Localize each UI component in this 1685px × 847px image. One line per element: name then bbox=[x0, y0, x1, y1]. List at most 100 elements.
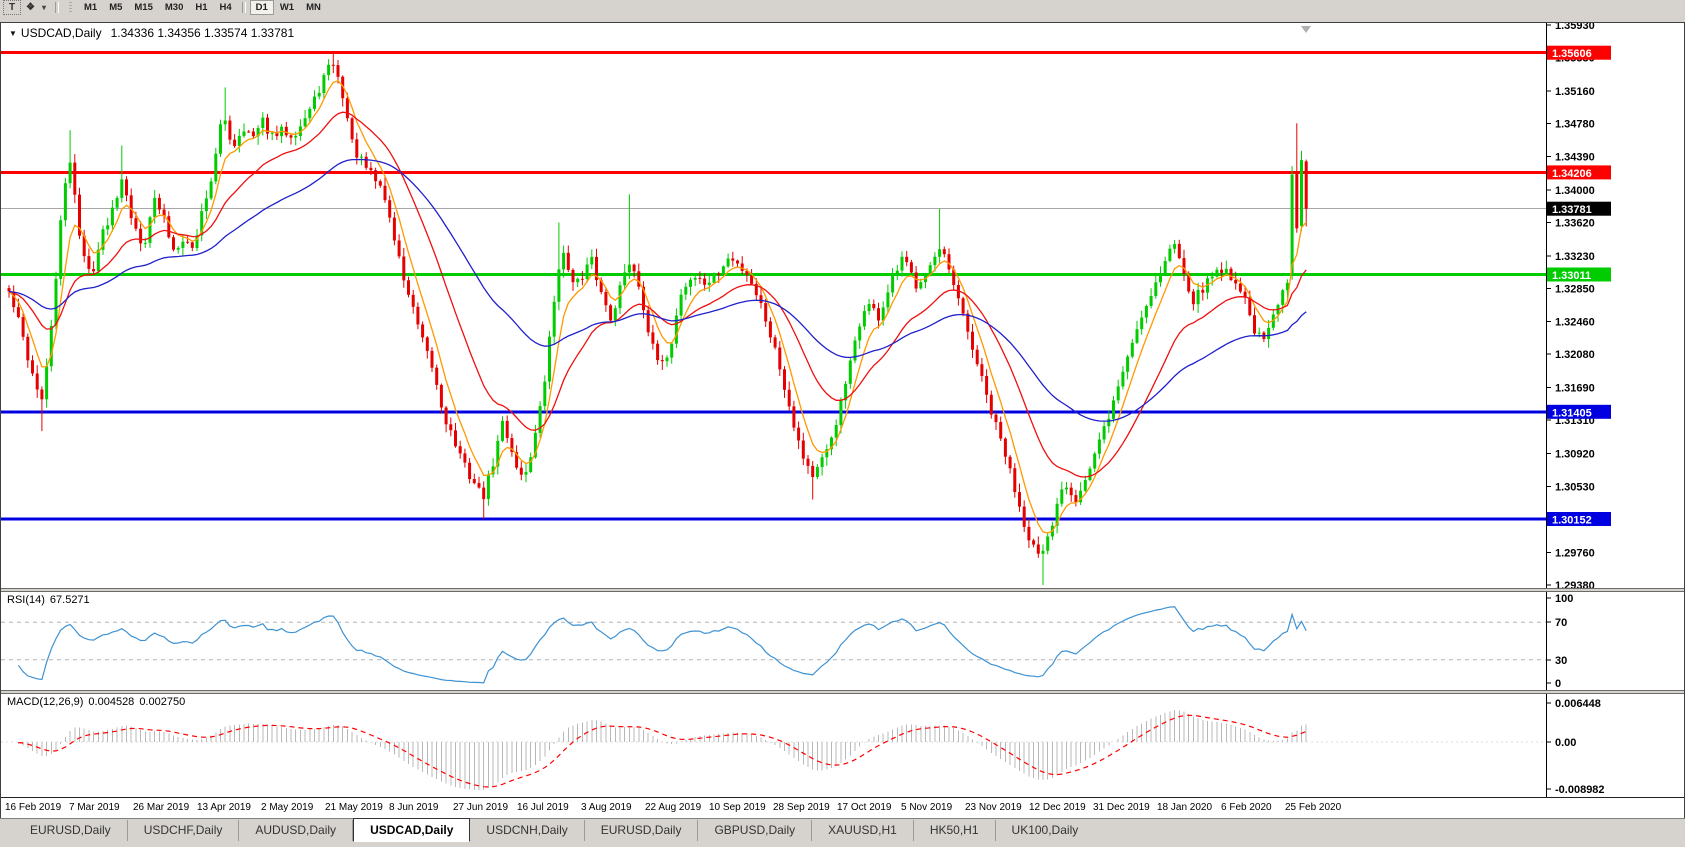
date-axis-label: 13 Apr 2019 bbox=[197, 802, 251, 813]
date-axis-label: 7 Mar 2019 bbox=[69, 802, 120, 813]
date-axis-label: 2 May 2019 bbox=[261, 802, 314, 813]
price-axis-tick-label: 1.34780 bbox=[1555, 118, 1595, 130]
timeframe-button-M15[interactable]: M15 bbox=[134, 2, 153, 13]
rsi-label: RSI(14) 67.5271 bbox=[7, 594, 95, 606]
rsi-value: 67.5271 bbox=[49, 594, 90, 606]
date-axis-label: 31 Dec 2019 bbox=[1093, 802, 1150, 813]
rsi-pane[interactable]: RSI(14) 67.5271 100 70 30 0 bbox=[1, 592, 1684, 690]
timeframe-button-MN[interactable]: MN bbox=[306, 2, 321, 13]
rsi-plot-area[interactable] bbox=[1, 592, 1684, 690]
price-marker-badge: 1.31405 bbox=[1552, 407, 1592, 419]
chart-shift-marker-icon[interactable] bbox=[1301, 26, 1311, 33]
date-axis-label: 16 Jul 2019 bbox=[517, 802, 569, 813]
date-axis-label: 12 Dec 2019 bbox=[1029, 802, 1086, 813]
price-axis-tick-label: 1.33230 bbox=[1555, 251, 1595, 263]
price-axis-tick-label: 1.30530 bbox=[1555, 482, 1595, 494]
chart-tab-USDCAD-Daily[interactable]: USDCAD,Daily bbox=[353, 818, 471, 842]
chart-window: ▼ USDCAD,Daily 1.34336 1.34356 1.33574 1.3… bbox=[0, 22, 1685, 818]
date-axis-label: 6 Feb 2020 bbox=[1221, 802, 1272, 813]
price-marker-badge: 1.33781 bbox=[1552, 204, 1592, 216]
toolbar-separator bbox=[54, 2, 59, 13]
chart-tab-bar: EURUSD,Daily USDCHF,Daily AUDUSD,Daily USDC… bbox=[0, 818, 1685, 842]
axis-line: 0.006448 0.00 -0.008982 bbox=[1546, 694, 1605, 797]
macd-pane[interactable]: MACD(12,26,9) 0.004528 0.002750 0.006448 0.… bbox=[1, 694, 1684, 797]
timeframe-button-group: M1 M5 M15 M30 H1 H4 D1 W1 MN bbox=[78, 0, 327, 15]
price-axis-tick-label: 1.32850 bbox=[1555, 283, 1595, 295]
macd-value-signal: 0.002750 bbox=[139, 696, 186, 708]
chart-tab-XAUUSD-H1[interactable]: XAUUSD,H1 bbox=[812, 820, 914, 841]
chart-symbol-label: USDCAD,Daily bbox=[20, 26, 102, 40]
price-chart-svg[interactable]: 1.359301.355501.351601.347801.343901.340… bbox=[1, 23, 1684, 588]
date-axis-label: 5 Nov 2019 bbox=[901, 802, 953, 813]
macd-label: MACD(12,26,9) 0.004528 0.002750 bbox=[7, 696, 190, 708]
macd-axis-tick-label: -0.008982 bbox=[1555, 784, 1605, 796]
chart-tab-USDCHF-Daily[interactable]: USDCHF,Daily bbox=[128, 820, 240, 841]
text-tool-icon[interactable]: T bbox=[3, 0, 21, 15]
timeframe-button-W1[interactable]: W1 bbox=[279, 2, 295, 13]
chart-tab-EURUSD-Daily[interactable]: EURUSD,Daily bbox=[14, 820, 128, 841]
moving-average-line-21 bbox=[8, 111, 1307, 478]
chart-tab-EURUSD-Daily[interactable]: EURUSD,Daily bbox=[585, 820, 699, 841]
timeframe-button-M5[interactable]: M5 bbox=[109, 2, 123, 13]
rsi-chart-svg[interactable]: 100 70 30 0 bbox=[1, 592, 1684, 690]
chart-plot-area[interactable] bbox=[1, 23, 1684, 588]
bottom-strip bbox=[0, 841, 1685, 847]
macd-histogram bbox=[17, 710, 1307, 790]
rsi-axis-tick-label: 70 bbox=[1555, 617, 1567, 629]
timeframe-button-D1[interactable]: D1 bbox=[249, 0, 274, 15]
price-axis-tick-label: 1.32080 bbox=[1555, 349, 1595, 361]
price-axis-tick-label: 1.34390 bbox=[1555, 152, 1595, 164]
date-axis-label: 17 Oct 2019 bbox=[837, 802, 892, 813]
rsi-name: RSI(14) bbox=[7, 594, 45, 606]
price-axis-tick-label: 1.29380 bbox=[1555, 580, 1595, 588]
date-axis-label: 25 Feb 2020 bbox=[1285, 802, 1342, 813]
date-axis-label: 27 Jun 2019 bbox=[453, 802, 509, 813]
price-axis-tick-label: 1.32460 bbox=[1555, 317, 1595, 329]
price-pane[interactable]: ▼ USDCAD,Daily 1.34336 1.34356 1.33574 1.3… bbox=[1, 23, 1684, 588]
price-axis-tick-label: 1.31690 bbox=[1555, 383, 1595, 395]
price-marker-badge: 1.33011 bbox=[1552, 270, 1591, 282]
date-axis-label: 16 Feb 2019 bbox=[5, 802, 62, 813]
pane-splitter[interactable] bbox=[1, 690, 1684, 694]
timeframe-button-M30[interactable]: M30 bbox=[164, 2, 184, 13]
date-axis-label: 8 Jun 2019 bbox=[389, 802, 439, 813]
toolbar-separator bbox=[241, 2, 246, 13]
date-axis-label: 23 Nov 2019 bbox=[965, 802, 1022, 813]
macd-chart-svg[interactable]: 0.006448 0.00 -0.008982 bbox=[1, 694, 1684, 797]
date-axis-label: 10 Sep 2019 bbox=[709, 802, 766, 813]
date-axis-label: 26 Mar 2019 bbox=[133, 802, 190, 813]
collapse-triangle-icon[interactable]: ▼ bbox=[9, 29, 17, 38]
chart-tab-AUDUSD-Daily[interactable]: AUDUSD,Daily bbox=[239, 820, 354, 841]
macd-axis-tick-label: 0.006448 bbox=[1555, 698, 1601, 710]
rsi-axis-tick-label: 0 bbox=[1555, 678, 1561, 690]
dropdown-caret-icon[interactable]: ▾ bbox=[41, 3, 46, 12]
chart-tab-UK100-Daily[interactable]: UK100,Daily bbox=[1011, 823, 1079, 837]
chart-tab-USDCNH-Daily[interactable]: USDCNH,Daily bbox=[470, 820, 585, 841]
toolbar-grip[interactable] bbox=[68, 2, 72, 13]
date-axis[interactable]: 16 Feb 2019 7 Mar 2019 26 Mar 2019 13 Apr 2… bbox=[1, 797, 1684, 818]
macd-value-main: 0.004528 bbox=[88, 696, 135, 708]
moving-average-line-6 bbox=[8, 80, 1307, 534]
chart-tab-GBPUSD-Daily[interactable]: GBPUSD,Daily bbox=[698, 820, 813, 841]
date-axis-label: 3 Aug 2019 bbox=[581, 802, 632, 813]
price-axis-tick-label: 1.35160 bbox=[1555, 86, 1595, 98]
axis-line: 100 70 30 0 bbox=[1546, 592, 1573, 690]
price-axis-tick-label: 1.34000 bbox=[1555, 185, 1595, 197]
pane-splitter[interactable] bbox=[1, 588, 1684, 592]
macd-axis-tick-label: 0.00 bbox=[1555, 737, 1576, 749]
timeframe-button-H1[interactable]: H1 bbox=[195, 2, 208, 13]
timeframe-button-H4[interactable]: H4 bbox=[219, 2, 232, 13]
price-marker-badge: 1.30152 bbox=[1552, 515, 1592, 527]
chart-title: ▼ USDCAD,Daily 1.34336 1.34356 1.33574 1.3… bbox=[9, 26, 294, 40]
macd-plot-area[interactable] bbox=[1, 694, 1684, 797]
arrange-windows-icon[interactable]: ❖ bbox=[26, 2, 35, 13]
candles-layer bbox=[7, 51, 1308, 585]
price-axis-badges: 1.35606 1.34206 1.33011 1.31405 1.30152 1.337… bbox=[1547, 45, 1611, 527]
price-marker-badge: 1.35606 bbox=[1552, 48, 1592, 60]
timeframe-button-M1[interactable]: M1 bbox=[83, 2, 98, 13]
chart-tab-HK50-H1[interactable]: HK50,H1 bbox=[914, 820, 996, 841]
price-axis-tick-label: 1.29760 bbox=[1555, 548, 1595, 560]
moving-average-line-55 bbox=[8, 158, 1307, 422]
horizontal-level-lines[interactable] bbox=[1, 51, 1546, 521]
toolbar: T ❖ ▾ M1 M5 M15 M30 H1 H4 D1 W1 MN bbox=[0, 0, 1685, 15]
